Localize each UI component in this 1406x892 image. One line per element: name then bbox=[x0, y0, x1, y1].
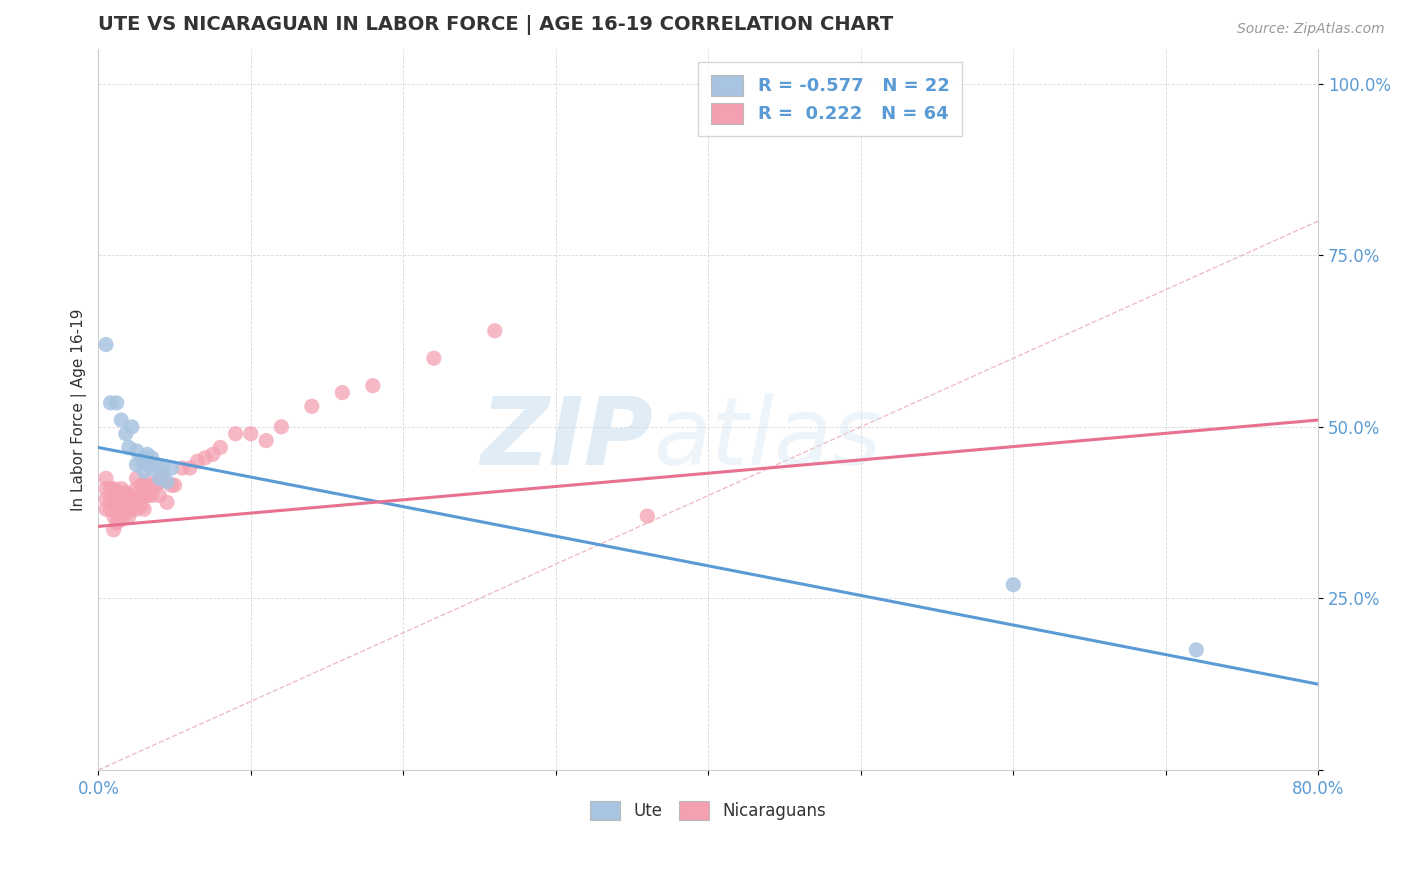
Point bbox=[125, 471, 148, 485]
Point bbox=[105, 396, 128, 410]
Point bbox=[105, 485, 128, 500]
Point bbox=[103, 482, 125, 496]
Point bbox=[152, 467, 174, 482]
Point bbox=[118, 441, 141, 455]
Point bbox=[125, 502, 148, 516]
Point bbox=[94, 471, 117, 485]
Point bbox=[254, 434, 277, 448]
Point bbox=[94, 502, 117, 516]
Point bbox=[94, 491, 117, 506]
Point bbox=[361, 378, 384, 392]
Point bbox=[105, 506, 128, 520]
Point bbox=[270, 420, 292, 434]
Point bbox=[110, 413, 132, 427]
Point bbox=[172, 461, 194, 475]
Text: ZIP: ZIP bbox=[481, 392, 654, 484]
Point bbox=[110, 482, 132, 496]
Point bbox=[145, 458, 167, 472]
Point bbox=[100, 491, 122, 506]
Point bbox=[105, 495, 128, 509]
Point bbox=[118, 488, 141, 502]
Point bbox=[141, 478, 163, 492]
Point bbox=[148, 471, 170, 485]
Point bbox=[163, 478, 186, 492]
Point bbox=[152, 461, 174, 475]
Point bbox=[94, 337, 117, 351]
Point bbox=[125, 443, 148, 458]
Point bbox=[125, 491, 148, 506]
Point bbox=[103, 495, 125, 509]
Point bbox=[125, 482, 148, 496]
Point bbox=[136, 447, 159, 461]
Point bbox=[148, 488, 170, 502]
Point bbox=[100, 396, 122, 410]
Point bbox=[129, 488, 152, 502]
Point bbox=[114, 485, 136, 500]
Point bbox=[156, 495, 179, 509]
Point bbox=[1185, 643, 1208, 657]
Point bbox=[145, 478, 167, 492]
Point bbox=[121, 491, 143, 506]
Point bbox=[132, 502, 155, 516]
Point bbox=[103, 509, 125, 524]
Text: UTE VS NICARAGUAN IN LABOR FORCE | AGE 16-19 CORRELATION CHART: UTE VS NICARAGUAN IN LABOR FORCE | AGE 1… bbox=[98, 15, 894, 35]
Point bbox=[160, 461, 183, 475]
Point bbox=[132, 450, 155, 465]
Point bbox=[201, 447, 224, 461]
Text: Source: ZipAtlas.com: Source: ZipAtlas.com bbox=[1237, 22, 1385, 37]
Point bbox=[132, 465, 155, 479]
Point bbox=[209, 441, 232, 455]
Point bbox=[100, 482, 122, 496]
Point bbox=[114, 506, 136, 520]
Point bbox=[186, 454, 208, 468]
Point bbox=[118, 509, 141, 524]
Point bbox=[94, 482, 117, 496]
Point bbox=[114, 426, 136, 441]
Point bbox=[156, 475, 179, 489]
Y-axis label: In Labor Force | Age 16-19: In Labor Force | Age 16-19 bbox=[72, 309, 87, 511]
Text: atlas: atlas bbox=[654, 393, 882, 484]
Point bbox=[141, 461, 163, 475]
Legend: Ute, Nicaraguans: Ute, Nicaraguans bbox=[583, 794, 832, 827]
Point bbox=[121, 502, 143, 516]
Point bbox=[118, 499, 141, 513]
Point bbox=[141, 488, 163, 502]
Point bbox=[132, 488, 155, 502]
Point bbox=[110, 502, 132, 516]
Point bbox=[114, 495, 136, 509]
Point bbox=[484, 324, 506, 338]
Point bbox=[330, 385, 353, 400]
Point bbox=[121, 420, 143, 434]
Point bbox=[136, 488, 159, 502]
Point bbox=[129, 499, 152, 513]
Point bbox=[179, 461, 201, 475]
Point bbox=[110, 512, 132, 526]
Point bbox=[141, 450, 163, 465]
Point bbox=[225, 426, 247, 441]
Point bbox=[636, 509, 658, 524]
Point bbox=[103, 523, 125, 537]
Point bbox=[105, 516, 128, 530]
Point bbox=[239, 426, 262, 441]
Point bbox=[301, 399, 323, 413]
Point bbox=[148, 475, 170, 489]
Point bbox=[194, 450, 217, 465]
Point bbox=[129, 454, 152, 468]
Point bbox=[136, 475, 159, 489]
Point bbox=[1002, 578, 1025, 592]
Point bbox=[110, 491, 132, 506]
Point bbox=[160, 478, 183, 492]
Point bbox=[423, 351, 446, 366]
Point bbox=[129, 478, 152, 492]
Point bbox=[132, 478, 155, 492]
Point bbox=[100, 502, 122, 516]
Point bbox=[125, 458, 148, 472]
